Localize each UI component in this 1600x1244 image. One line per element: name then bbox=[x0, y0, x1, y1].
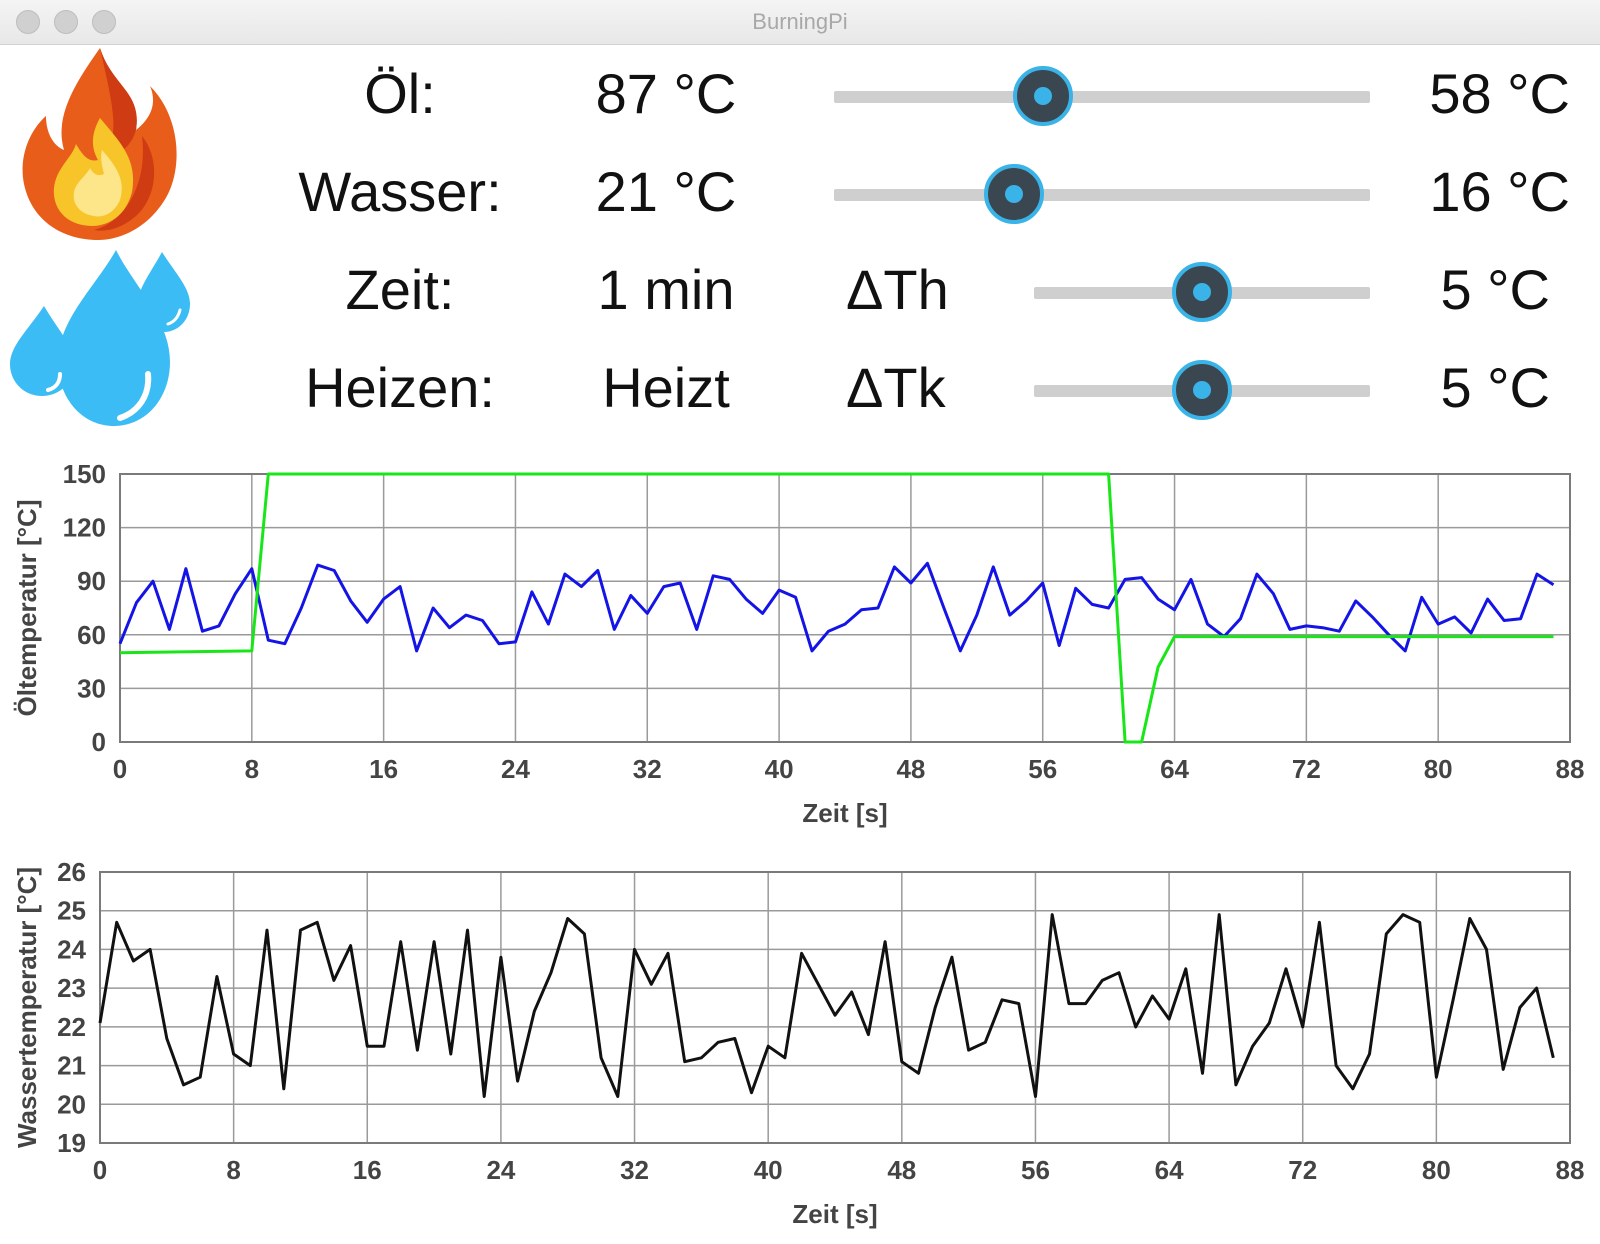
y-tick-label: 26 bbox=[57, 857, 86, 887]
y-tick-label: 23 bbox=[57, 973, 86, 1003]
series-line-2 bbox=[119, 472, 1554, 744]
slider-track[interactable] bbox=[834, 189, 1370, 201]
water-label: Wasser: bbox=[298, 160, 502, 223]
water-drops-icon bbox=[10, 250, 190, 430]
delta-tk-label: ΔTk bbox=[846, 356, 946, 419]
x-tick-label: 40 bbox=[754, 1155, 783, 1185]
x-tick-label: 24 bbox=[486, 1155, 515, 1185]
plot-area bbox=[120, 474, 1570, 742]
time-value: 1 min bbox=[597, 258, 735, 321]
y-tick-label: 24 bbox=[57, 934, 86, 964]
x-tick-label: 16 bbox=[353, 1155, 382, 1185]
slider-handle-dot bbox=[1004, 185, 1023, 203]
x-tick-label: 88 bbox=[1556, 754, 1585, 784]
x-tick-label: 24 bbox=[501, 754, 530, 784]
slider-track[interactable] bbox=[834, 91, 1370, 103]
x-tick-label: 48 bbox=[896, 754, 925, 784]
x-tick-label: 72 bbox=[1292, 754, 1321, 784]
slider-handle-dot bbox=[1193, 283, 1211, 301]
slider-handle[interactable] bbox=[1013, 66, 1074, 126]
y-tick-label: 60 bbox=[77, 620, 106, 650]
water-temperature-value: 21 °C bbox=[595, 160, 737, 223]
x-tick-label: 40 bbox=[765, 754, 794, 784]
x-tick-label: 16 bbox=[369, 754, 398, 784]
y-tick-label: 19 bbox=[57, 1128, 86, 1158]
water-setpoint-slider[interactable] bbox=[834, 164, 1370, 224]
time-label: Zeit: bbox=[345, 258, 455, 321]
oil-temperature-value: 87 °C bbox=[595, 62, 737, 125]
x-tick-label: 8 bbox=[226, 1155, 240, 1185]
y-tick-label: 90 bbox=[77, 566, 106, 596]
x-tick-label: 72 bbox=[1288, 1155, 1317, 1185]
series-line-1 bbox=[118, 561, 1555, 653]
x-tick-label: 32 bbox=[633, 754, 662, 784]
x-tick-label: 56 bbox=[1021, 1155, 1050, 1185]
oil-setpoint-slider[interactable] bbox=[834, 66, 1370, 126]
y-tick-label: 21 bbox=[57, 1051, 86, 1081]
heating-label: Heizen: bbox=[305, 356, 495, 419]
delta-tk-value: 5 °C bbox=[1440, 356, 1550, 419]
y-tick-label: 30 bbox=[77, 673, 106, 703]
x-tick-label: 8 bbox=[245, 754, 259, 784]
x-tick-label: 0 bbox=[93, 1155, 107, 1185]
x-tick-label: 32 bbox=[620, 1155, 649, 1185]
x-axis-label: Zeit [s] bbox=[802, 798, 887, 828]
x-tick-label: 80 bbox=[1424, 754, 1453, 784]
minimize-window-button[interactable] bbox=[54, 10, 78, 34]
slider-handle-dot bbox=[1193, 381, 1211, 399]
x-tick-label: 0 bbox=[113, 754, 127, 784]
oil-label: Öl: bbox=[364, 62, 436, 125]
y-tick-label: 20 bbox=[57, 1089, 86, 1119]
delta-th-slider[interactable] bbox=[1034, 262, 1370, 322]
plot-frame bbox=[99, 871, 1571, 1144]
x-tick-label: 48 bbox=[887, 1155, 916, 1185]
y-tick-label: 150 bbox=[63, 459, 106, 489]
y-axis-label: Öltemperatur [°C] bbox=[12, 500, 42, 717]
title-bar[interactable]: BurningPi bbox=[0, 0, 1600, 45]
zoom-window-button[interactable] bbox=[92, 10, 116, 34]
x-tick-label: 56 bbox=[1028, 754, 1057, 784]
oil-setpoint-value: 58 °C bbox=[1429, 62, 1570, 125]
slider-handle[interactable] bbox=[1172, 360, 1232, 420]
series-line-1 bbox=[98, 913, 1555, 1098]
slider-handle-dot bbox=[1034, 87, 1053, 105]
close-window-button[interactable] bbox=[16, 10, 40, 34]
y-tick-label: 25 bbox=[57, 896, 86, 926]
delta-th-value: 5 °C bbox=[1440, 258, 1550, 321]
window-title: BurningPi bbox=[752, 9, 848, 34]
water-temperature-chart: 0 8 16 24 32 40 48 56 64 72 80 88 19 20 21 22 23 24 25 26 Ze… bbox=[12, 857, 1585, 1229]
y-tick-label: 22 bbox=[57, 1012, 86, 1042]
fire-icon bbox=[20, 46, 180, 242]
slider-handle[interactable] bbox=[983, 164, 1044, 224]
oil-temperature-chart: 0 8 16 24 32 40 48 56 64 72 80 88 0 30 60 90 120 150 Zeit … bbox=[12, 459, 1585, 828]
y-tick-label: 0 bbox=[92, 727, 106, 757]
x-tick-label: 88 bbox=[1556, 1155, 1585, 1185]
delta-th-label: ΔTh bbox=[846, 258, 949, 321]
x-tick-label: 80 bbox=[1422, 1155, 1451, 1185]
x-axis-label: Zeit [s] bbox=[792, 1199, 877, 1229]
x-tick-label: 64 bbox=[1160, 754, 1189, 784]
heating-status-value: Heizt bbox=[602, 356, 730, 419]
delta-tk-slider[interactable] bbox=[1034, 360, 1370, 420]
slider-handle[interactable] bbox=[1172, 262, 1232, 322]
plot-area bbox=[100, 872, 1570, 1143]
water-setpoint-value: 16 °C bbox=[1429, 160, 1570, 223]
x-tick-label: 64 bbox=[1155, 1155, 1184, 1185]
y-axis-label: Wassertemperatur [°C] bbox=[12, 867, 42, 1148]
y-tick-label: 120 bbox=[63, 513, 106, 543]
